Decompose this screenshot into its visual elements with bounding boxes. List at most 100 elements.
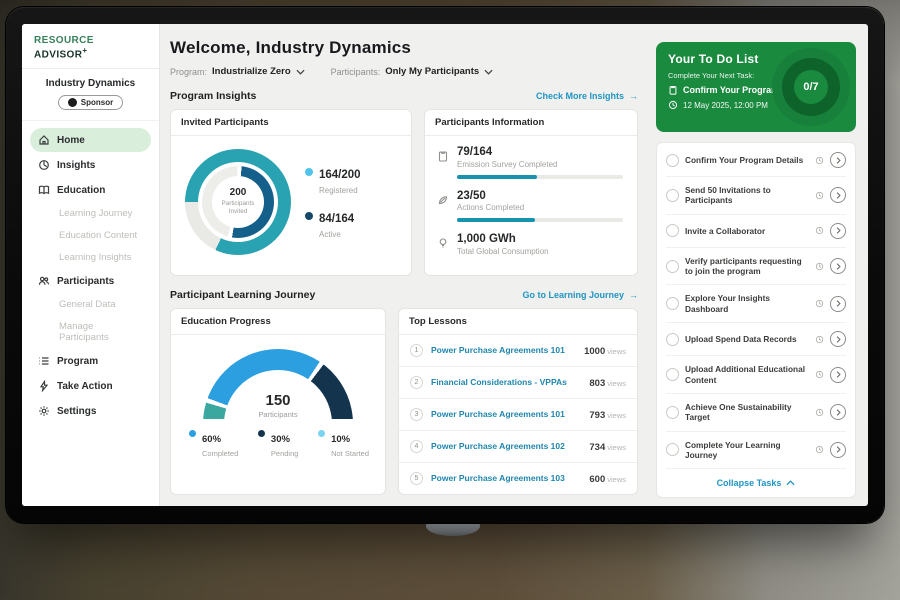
task-checkbox[interactable] — [666, 332, 679, 346]
learning-journey-header: Participant Learning Journey Go to Learn… — [170, 289, 638, 301]
lesson-rank: 1 — [410, 343, 423, 357]
nav-label: Education Content — [59, 230, 138, 242]
sponsor-badge: Sponsor — [57, 95, 124, 111]
brand-logo: RESOURCE ADVISOR+ — [22, 24, 159, 70]
task-label: Invite a Collaborator — [685, 225, 766, 236]
lesson-link[interactable]: Power Purchase Agreements 102 — [431, 441, 565, 452]
stat-value: 23/50 — [457, 189, 486, 202]
task-row-explore-insights[interactable]: Explore Your Insights Dashboard — [666, 285, 846, 324]
sidebar-item-learning-journey[interactable]: Learning Journey — [30, 203, 151, 224]
task-go-button[interactable] — [830, 295, 846, 312]
todo-due: 12 May 2025, 12:00 PM — [668, 100, 844, 110]
collapse-tasks-link[interactable]: Collapse Tasks — [666, 469, 846, 496]
task-go-button[interactable] — [830, 404, 846, 421]
active-label: Active — [319, 229, 341, 239]
sidebar-item-manage-participants[interactable]: Manage Participants — [30, 316, 151, 348]
chevron-down-icon — [296, 69, 305, 75]
lesson-views: 600 — [589, 474, 606, 486]
program-value: Industrialize Zero — [212, 66, 291, 77]
todo-progress-ring: 0/7 — [782, 58, 840, 116]
task-go-button[interactable] — [830, 222, 846, 239]
active-value: 84/164 — [319, 212, 355, 225]
nav-label: Learning Journey — [59, 208, 133, 220]
lesson-row: 3 Power Purchase Agreements 101 793 views — [399, 399, 637, 431]
task-checkbox[interactable] — [666, 224, 679, 238]
views-suffix: views — [607, 443, 626, 453]
clock-icon — [815, 262, 824, 270]
task-checkbox[interactable] — [666, 297, 679, 311]
task-label: Verify participants requesting to join t… — [685, 255, 802, 277]
task-checkbox[interactable] — [666, 405, 679, 419]
chevron-up-icon — [786, 480, 796, 486]
org-section: Industry Dynamics Sponsor — [22, 69, 159, 122]
task-row-verify-participants[interactable]: Verify participants requesting to join t… — [666, 248, 846, 286]
task-go-button[interactable] — [830, 331, 846, 348]
sidebar-item-education[interactable]: Education — [30, 178, 151, 202]
nav-label: Home — [57, 134, 85, 146]
task-row-upload-spend-data[interactable]: Upload Spend Data Records — [666, 323, 846, 357]
task-go-button[interactable] — [830, 441, 846, 458]
task-row-send-invitations[interactable]: Send 50 Invitations to Participants — [666, 177, 846, 215]
go-to-learning-journey-link[interactable]: Go to Learning Journey → — [522, 290, 638, 300]
task-checkbox[interactable] — [666, 153, 679, 167]
participants-information-body: 79/164 Emission Survey Completed 23/50 A… — [425, 136, 637, 275]
donut-center-value: 200 — [229, 186, 247, 198]
todo-progress-value: 0/7 — [794, 70, 828, 104]
task-checkbox[interactable] — [666, 443, 679, 457]
task-label: Send 50 Invitations to Participants — [685, 185, 771, 206]
nav-label: Take Action — [57, 380, 113, 392]
program-dropdown[interactable]: Program: Industrialize Zero — [170, 66, 305, 77]
views-suffix: views — [607, 379, 626, 389]
pending-pct: 30% — [270, 433, 290, 445]
sponsor-dot-icon — [67, 98, 77, 108]
task-go-button[interactable] — [830, 258, 846, 275]
lesson-rank: 5 — [410, 471, 423, 485]
sidebar-item-participants[interactable]: Participants — [30, 269, 151, 293]
nav-label: General Data — [59, 299, 116, 311]
bulb-icon — [439, 238, 447, 248]
participants-information-card: Participants Information 79/164 Emission… — [424, 109, 638, 276]
sidebar-item-learning-insights[interactable]: Learning Insights — [30, 247, 151, 268]
lesson-row: 4 Power Purchase Agreements 102 734 views — [399, 431, 637, 463]
task-row-confirm-program[interactable]: Confirm Your Program Details — [666, 144, 846, 177]
sidebar-item-home[interactable]: Home — [30, 128, 151, 153]
next-task-label: Confirm Your Program Details — [683, 85, 812, 95]
lesson-link[interactable]: Power Purchase Agreements 101 — [431, 409, 565, 420]
lesson-link[interactable]: Power Purchase Agreements 101 — [431, 345, 565, 356]
participants-dropdown[interactable]: Participants: Only My Participants — [331, 66, 494, 77]
program-insights-header: Program Insights Check More Insights → — [170, 90, 638, 102]
task-checkbox[interactable] — [666, 368, 679, 382]
task-checkbox[interactable] — [666, 188, 679, 202]
sidebar-item-program[interactable]: Program — [30, 349, 151, 373]
dashboard-screen: RESOURCE ADVISOR+ Industry Dynamics Spon… — [22, 24, 868, 506]
check-more-insights-link[interactable]: Check More Insights → — [536, 91, 638, 101]
monitor-bezel: RESOURCE ADVISOR+ Industry Dynamics Spon… — [6, 7, 884, 523]
participants-label: Participants: — [330, 66, 381, 77]
link-label: Go to Learning Journey — [522, 289, 624, 300]
task-go-button[interactable] — [830, 187, 846, 204]
task-row-invite-collaborator[interactable]: Invite a Collaborator — [666, 215, 846, 248]
nav-label: Education — [57, 184, 106, 196]
sidebar-item-education-content[interactable]: Education Content — [30, 225, 151, 246]
actions-progress-bar — [457, 218, 623, 223]
sidebar-item-take-action[interactable]: Take Action — [30, 374, 151, 398]
not-started-pct: 10% — [331, 433, 351, 445]
chevron-down-icon — [484, 69, 493, 75]
clipboard-icon — [438, 151, 448, 162]
task-go-button[interactable] — [830, 152, 846, 168]
sidebar-item-general-data[interactable]: General Data — [30, 294, 151, 315]
task-checkbox[interactable] — [666, 259, 679, 273]
legend-dot-pending — [257, 429, 265, 437]
task-row-upload-educational-content[interactable]: Upload Additional Educational Content — [666, 356, 846, 394]
lesson-link[interactable]: Financial Considerations - VPPAs — [431, 377, 567, 388]
stat-emission-survey: 79/164 Emission Survey Completed — [437, 146, 623, 179]
legend-not-started: 10% Not Started — [318, 429, 369, 458]
legend-dot-not-started — [318, 429, 326, 437]
gauge-value: 150 — [265, 391, 291, 409]
task-row-achieve-target[interactable]: Achieve One Sustainability Target — [666, 394, 846, 432]
sidebar-item-settings[interactable]: Settings — [30, 399, 151, 423]
lesson-link[interactable]: Power Purchase Agreements 103 — [431, 473, 565, 484]
task-row-complete-learning-journey[interactable]: Complete Your Learning Journey — [666, 432, 846, 470]
sidebar-item-insights[interactable]: Insights — [30, 153, 151, 177]
task-go-button[interactable] — [830, 366, 846, 383]
